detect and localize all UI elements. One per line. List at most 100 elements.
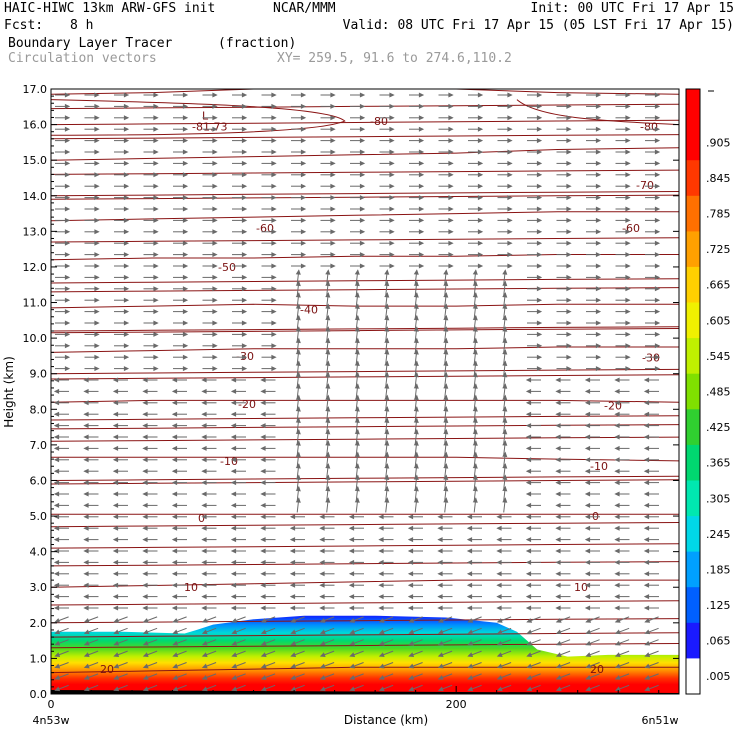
vector-arrowhead: [389, 172, 395, 178]
vector-arrowhead: [182, 103, 189, 109]
vector-arrowhead: [413, 417, 419, 423]
vector-arrowhead: [94, 92, 100, 98]
vector-arrowhead: [525, 457, 532, 463]
vector-arrowhead: [123, 252, 130, 258]
vector-arrowhead: [182, 126, 189, 132]
vector-arrowhead: [53, 559, 60, 565]
vector-arrowhead: [566, 286, 572, 292]
vector-arrowhead: [413, 451, 419, 458]
vector-arrowhead: [389, 126, 395, 132]
vector-arrowhead: [526, 663, 533, 669]
vector-arrowhead: [555, 423, 561, 429]
vector-arrowhead: [413, 406, 419, 412]
vector-arrowhead: [584, 491, 591, 497]
vector-arrowhead: [654, 320, 661, 326]
vector-arrowhead: [241, 103, 248, 109]
vector-arrowhead: [260, 629, 267, 635]
vector-arrowhead: [201, 468, 207, 474]
vector-arrowhead: [231, 675, 238, 680]
vector-arrowhead: [319, 629, 326, 635]
vector-arrowhead: [212, 274, 218, 280]
vector-arrowhead: [260, 423, 266, 429]
vector-arrowhead: [201, 571, 207, 577]
vector-arrowhead: [384, 280, 390, 287]
vector-arrowhead: [378, 525, 384, 531]
vector-arrowhead: [496, 594, 502, 600]
colorbar-label: .245: [706, 528, 731, 541]
vector-arrowhead: [112, 445, 119, 451]
vector-arrowhead: [64, 274, 71, 280]
vector-arrowhead: [536, 160, 543, 166]
vector-arrowhead: [212, 263, 218, 269]
vector-arrowhead: [566, 195, 572, 201]
vector-arrowhead: [614, 652, 621, 657]
vector-arrowhead: [448, 103, 454, 109]
vector-arrowhead: [566, 354, 572, 360]
vector-arrowhead: [354, 463, 360, 469]
vector-arrowhead: [477, 206, 484, 212]
vector-arrowhead: [271, 172, 277, 178]
vector-arrowhead: [325, 314, 331, 321]
vector-arrowhead: [53, 480, 60, 486]
vector-arrowhead: [295, 463, 301, 469]
vector-arrowhead: [526, 640, 533, 646]
vector-arrowhead: [643, 605, 650, 611]
vector-arrowhead: [142, 502, 148, 508]
vector-arrowhead: [502, 497, 508, 503]
vector-arrowhead: [643, 457, 650, 463]
vector-arrowhead: [359, 149, 366, 155]
vector-arrowhead: [295, 360, 301, 366]
vector-arrowhead: [502, 349, 508, 355]
vector-arrowhead: [354, 269, 360, 275]
vector-arrowhead: [644, 640, 651, 646]
contour-label: 0: [198, 512, 205, 525]
vector-arrowhead: [271, 115, 277, 121]
colorbar-label: .905: [706, 136, 731, 149]
vector-arrowhead: [330, 126, 336, 132]
vector-arrowhead: [525, 434, 532, 440]
vector-arrowhead: [525, 571, 532, 577]
temperature-contour: [51, 415, 679, 421]
vector-arrowhead: [443, 474, 449, 480]
vector-arrowhead: [443, 314, 449, 321]
vector-arrowhead: [359, 252, 366, 258]
vector-arrowhead: [555, 652, 562, 657]
temperature-contour: [51, 191, 679, 197]
vector-arrowhead: [643, 571, 650, 577]
vector-arrowhead: [53, 400, 60, 406]
vector-arrowhead: [142, 514, 148, 520]
vector-arrowhead: [260, 675, 267, 680]
vector-arrowhead: [201, 502, 207, 508]
vector-arrowhead: [472, 485, 478, 492]
vector-arrowhead: [384, 314, 390, 321]
vector-arrowhead: [182, 115, 189, 121]
vector-arrowhead: [566, 183, 572, 189]
vector-arrowhead: [443, 303, 449, 309]
vector-arrowhead: [643, 537, 650, 543]
vector-arrowhead: [555, 571, 561, 577]
vector-arrowhead: [418, 103, 425, 109]
vector-arrowhead: [496, 663, 503, 669]
vector-arrowhead: [182, 297, 189, 303]
vector-arrowhead: [83, 605, 89, 611]
vector-arrowhead: [378, 618, 385, 623]
vector-arrowhead: [53, 468, 60, 474]
vector-arrowhead: [94, 183, 100, 189]
vector-arrowhead: [467, 618, 474, 623]
vector-arrowhead: [437, 605, 443, 611]
vector-arrowhead: [384, 485, 390, 492]
vector-arrowhead: [418, 172, 425, 178]
vector-arrowhead: [295, 314, 301, 321]
vector-arrowhead: [83, 457, 89, 463]
temperature-contour: [51, 368, 679, 375]
vector-arrowhead: [525, 480, 532, 486]
vector-arrowhead: [389, 229, 395, 235]
vector-arrowhead: [201, 675, 208, 680]
vector-arrowhead: [614, 629, 621, 635]
vector-arrowhead: [123, 160, 130, 166]
colorbar-segment: [686, 373, 700, 410]
contour-label: -70: [636, 179, 654, 192]
vector-arrowhead: [418, 240, 425, 246]
vector-arrowhead: [418, 115, 425, 121]
vector-arrowhead: [64, 366, 71, 372]
